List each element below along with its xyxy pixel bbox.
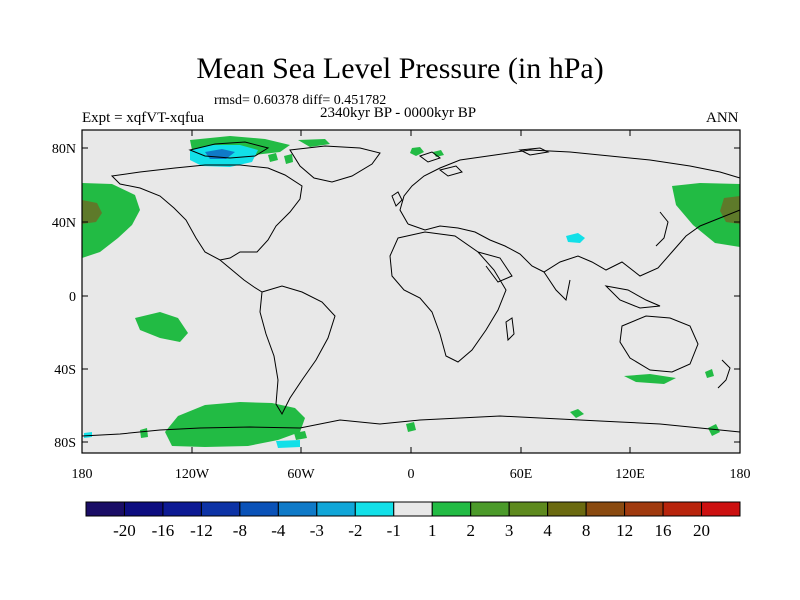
- colorbar-swatch: [470, 501, 510, 517]
- coastlines: [81, 141, 741, 437]
- colorbar-label: 20: [693, 521, 710, 540]
- lat-label-80n: 80N: [52, 142, 76, 157]
- colorbar-label: -8: [233, 521, 247, 540]
- colorbar-swatch: [585, 501, 626, 517]
- lat-label-40n: 40N: [52, 216, 76, 231]
- page-title: Mean Sea Level Pressure (in hPa): [196, 52, 604, 85]
- colorbar-swatch: [393, 501, 433, 517]
- season-label: ANN: [706, 110, 739, 126]
- colorbar-swatch: [701, 501, 741, 517]
- colorbar-label: 4: [543, 521, 552, 540]
- colorbar-label: -12: [190, 521, 213, 540]
- colorbar-swatch: [624, 501, 664, 517]
- colorbar-swatch: [162, 501, 202, 517]
- lon-label-60e: 60E: [510, 467, 533, 482]
- colorbar-label: 12: [616, 521, 633, 540]
- axis-ticks: [81, 130, 741, 453]
- lat-label-40s: 40S: [54, 363, 76, 378]
- colorbar-label: 16: [655, 521, 672, 540]
- colorbar-label: 3: [505, 521, 514, 540]
- colorbar-swatch: [547, 501, 587, 517]
- lon-label-120w: 120W: [175, 467, 210, 482]
- lat-label-0: 0: [69, 290, 76, 305]
- colorbar-swatch: [200, 501, 241, 517]
- map-background: [82, 130, 740, 453]
- colorbar-labels: -20 -16 -12 -8 -4 -3 -2 -1 1 2 3 4 8 12 16 20: [113, 521, 710, 540]
- colorbar-label: -16: [152, 521, 175, 540]
- colorbar-label: -4: [271, 521, 286, 540]
- colorbar-label: -3: [310, 521, 324, 540]
- colorbar-label: 1: [428, 521, 437, 540]
- colorbar-swatch: [123, 501, 164, 517]
- colorbar-swatch: [431, 501, 472, 517]
- lon-label-120e: 120E: [615, 467, 645, 482]
- colorbar-label: -20: [113, 521, 136, 540]
- lon-label-60w: 60W: [287, 467, 315, 482]
- period-label: 2340kyr BP - 0000kyr BP: [320, 105, 477, 121]
- lon-label-180e: 180: [730, 467, 751, 482]
- stats-line: rmsd= 0.60378 diff= 0.451782: [214, 93, 387, 108]
- experiment-label: Expt = xqfVT-xqfua: [82, 110, 205, 126]
- colorbar-swatch: [277, 501, 318, 517]
- lat-label-80s: 80S: [54, 436, 76, 451]
- colorbar-label: 8: [582, 521, 591, 540]
- colorbar-swatch: [239, 501, 279, 517]
- strong-positive-regions: [82, 196, 740, 224]
- colorbar-swatch: [85, 501, 125, 517]
- colorbar-swatch: [508, 501, 549, 517]
- colorbar: [85, 501, 741, 517]
- colorbar-swatch: [662, 501, 703, 517]
- lon-label-0: 0: [408, 467, 415, 482]
- colorbar-label: -2: [348, 521, 362, 540]
- colorbar-swatch: [316, 501, 356, 517]
- positive-anomaly-regions: [82, 136, 740, 447]
- lon-label-180w: 180: [72, 467, 93, 482]
- colorbar-label: 2: [466, 521, 475, 540]
- colorbar-swatch: [354, 501, 395, 517]
- colorbar-label: -1: [387, 521, 401, 540]
